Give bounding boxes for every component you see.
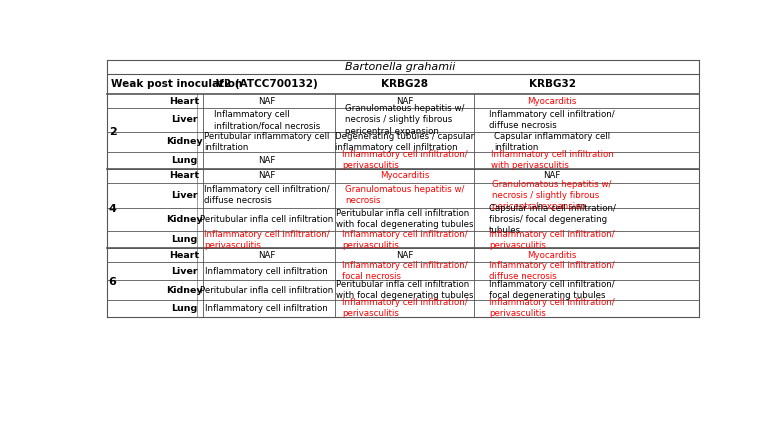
Text: Liver: Liver [171, 191, 197, 200]
Text: Inflammatory cell infiltration/
focal degenerating tubules: Inflammatory cell infiltration/ focal de… [489, 280, 615, 300]
Text: Inflammatory cell infiltration
with perivasculitis: Inflammatory cell infiltration with peri… [491, 150, 613, 170]
Text: Inflammatory cell infiltration: Inflammatory cell infiltration [205, 267, 328, 276]
Text: Peritubular infla cell infiltration
with focal degenerating tubules: Peritubular infla cell infiltration with… [336, 209, 473, 229]
Text: Capsular inflammatory cell
infiltration: Capsular inflammatory cell infiltration [494, 132, 610, 152]
Text: KRBG28: KRBG28 [381, 79, 428, 90]
Text: Heart: Heart [169, 172, 199, 181]
Text: Heart: Heart [169, 97, 199, 106]
Text: NAF: NAF [396, 251, 413, 260]
Text: Inflammatory cell
infiltration/focal necrosis: Inflammatory cell infiltration/focal nec… [214, 110, 320, 130]
Text: Peritubular infla cell infiltration: Peritubular infla cell infiltration [200, 285, 333, 294]
Text: Inflammatory cell infiltration/
perivasculitis: Inflammatory cell infiltration/ perivasc… [342, 230, 467, 250]
Text: Peritubular infla cell infiltration: Peritubular infla cell infiltration [200, 215, 333, 224]
Text: Granulomatous hepatitis w/
necrosis: Granulomatous hepatitis w/ necrosis [345, 185, 464, 205]
Text: Peritubular infla cell infiltration
with focal degenerating tubules: Peritubular infla cell infiltration with… [336, 280, 473, 300]
Text: Granulomatous hepatitis w/
necrosis / slightly fibrous
pericentral expansion: Granulomatous hepatitis w/ necrosis / sl… [492, 180, 612, 211]
Text: Bartonella grahamii: Bartonella grahamii [345, 62, 455, 72]
Text: 6: 6 [108, 277, 116, 288]
Text: Inflammatory cell infiltration/
perivasculitis: Inflammatory cell infiltration/ perivasc… [489, 298, 615, 319]
Text: NAF: NAF [258, 156, 275, 165]
Text: Peritubular inflammatory cell
infiltration: Peritubular inflammatory cell infiltrati… [204, 132, 329, 152]
Text: Inflammatory cell infiltration/
diffuse necrosis: Inflammatory cell infiltration/ diffuse … [489, 261, 615, 281]
Text: Inflammatory cell infiltration/
perivasculitis: Inflammatory cell infiltration/ perivasc… [342, 298, 467, 319]
Text: Heart: Heart [169, 251, 199, 260]
Text: Myocarditis: Myocarditis [380, 172, 429, 181]
Text: NAF: NAF [544, 172, 561, 181]
Text: Inflammatory cell infiltration/
perivasculitis: Inflammatory cell infiltration/ perivasc… [489, 230, 615, 250]
Text: Kidney: Kidney [165, 215, 202, 224]
Text: Weak post inoculation: Weak post inoculation [111, 79, 242, 90]
Text: KRBG32: KRBG32 [529, 79, 576, 90]
Text: Degenerating tubules / capsular
inflammatory cell infiltration: Degenerating tubules / capsular inflamma… [335, 132, 474, 152]
Text: Lung: Lung [171, 156, 197, 165]
Text: Lung: Lung [171, 235, 197, 244]
Text: Granulomatous hepatitis w/
necrosis / slightly fibrous
pericentral expansion: Granulomatous hepatitis w/ necrosis / sl… [345, 104, 464, 136]
Text: Inflammatory cell infiltration/
diffuse necrosis: Inflammatory cell infiltration/ diffuse … [489, 110, 615, 130]
Text: Inflammatory cell infiltration/
focal necrosis: Inflammatory cell infiltration/ focal ne… [342, 261, 467, 281]
Text: Lung: Lung [171, 304, 197, 313]
Text: V2 (ATCC700132): V2 (ATCC700132) [216, 79, 317, 90]
Text: Liver: Liver [171, 116, 197, 125]
Text: Inflammatory cell infiltration: Inflammatory cell infiltration [205, 304, 328, 313]
Text: NAF: NAF [396, 97, 413, 106]
Text: NAF: NAF [258, 251, 275, 260]
Text: Capsular infla cell infiltration/
fibrosis/ focal degenerating
tubules: Capsular infla cell infiltration/ fibros… [488, 204, 615, 235]
Text: Myocarditis: Myocarditis [527, 251, 576, 260]
Text: Myocarditis: Myocarditis [527, 97, 576, 106]
Text: Inflammatory cell infiltration/
perivasculitis: Inflammatory cell infiltration/ perivasc… [342, 150, 467, 170]
Text: Kidney: Kidney [165, 137, 202, 146]
Text: NAF: NAF [258, 97, 275, 106]
Text: Liver: Liver [171, 267, 197, 276]
Text: Kidney: Kidney [165, 285, 202, 294]
Text: NAF: NAF [258, 172, 275, 181]
Text: Inflammatory cell infiltration/
perivasculitis: Inflammatory cell infiltration/ perivasc… [204, 230, 330, 250]
Text: Inflammatory cell infiltration/
diffuse necrosis: Inflammatory cell infiltration/ diffuse … [204, 185, 330, 205]
Text: 2: 2 [108, 127, 116, 137]
Text: 4: 4 [108, 204, 116, 214]
